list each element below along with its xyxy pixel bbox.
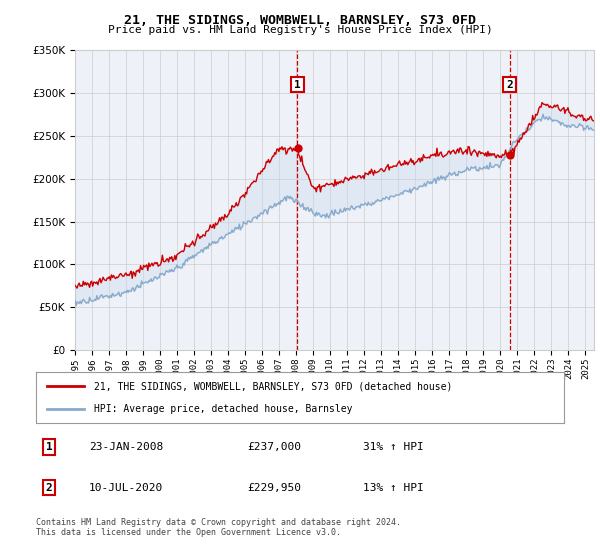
Text: HPI: Average price, detached house, Barnsley: HPI: Average price, detached house, Barn…: [94, 404, 353, 414]
Text: 21, THE SIDINGS, WOMBWELL, BARNSLEY, S73 0FD: 21, THE SIDINGS, WOMBWELL, BARNSLEY, S73…: [124, 14, 476, 27]
Text: 13% ↑ HPI: 13% ↑ HPI: [364, 483, 424, 493]
Text: 1: 1: [294, 80, 301, 90]
Text: Price paid vs. HM Land Registry's House Price Index (HPI): Price paid vs. HM Land Registry's House …: [107, 25, 493, 35]
Text: 10-JUL-2020: 10-JUL-2020: [89, 483, 163, 493]
Text: 2: 2: [506, 80, 513, 90]
Text: 2: 2: [46, 483, 53, 493]
Text: Contains HM Land Registry data © Crown copyright and database right 2024.
This d: Contains HM Land Registry data © Crown c…: [36, 518, 401, 538]
Text: 31% ↑ HPI: 31% ↑ HPI: [364, 442, 424, 452]
Text: 21, THE SIDINGS, WOMBWELL, BARNSLEY, S73 0FD (detached house): 21, THE SIDINGS, WOMBWELL, BARNSLEY, S73…: [94, 381, 452, 391]
Text: £237,000: £237,000: [247, 442, 301, 452]
Text: 1: 1: [46, 442, 53, 452]
Text: £229,950: £229,950: [247, 483, 301, 493]
Text: 23-JAN-2008: 23-JAN-2008: [89, 442, 163, 452]
